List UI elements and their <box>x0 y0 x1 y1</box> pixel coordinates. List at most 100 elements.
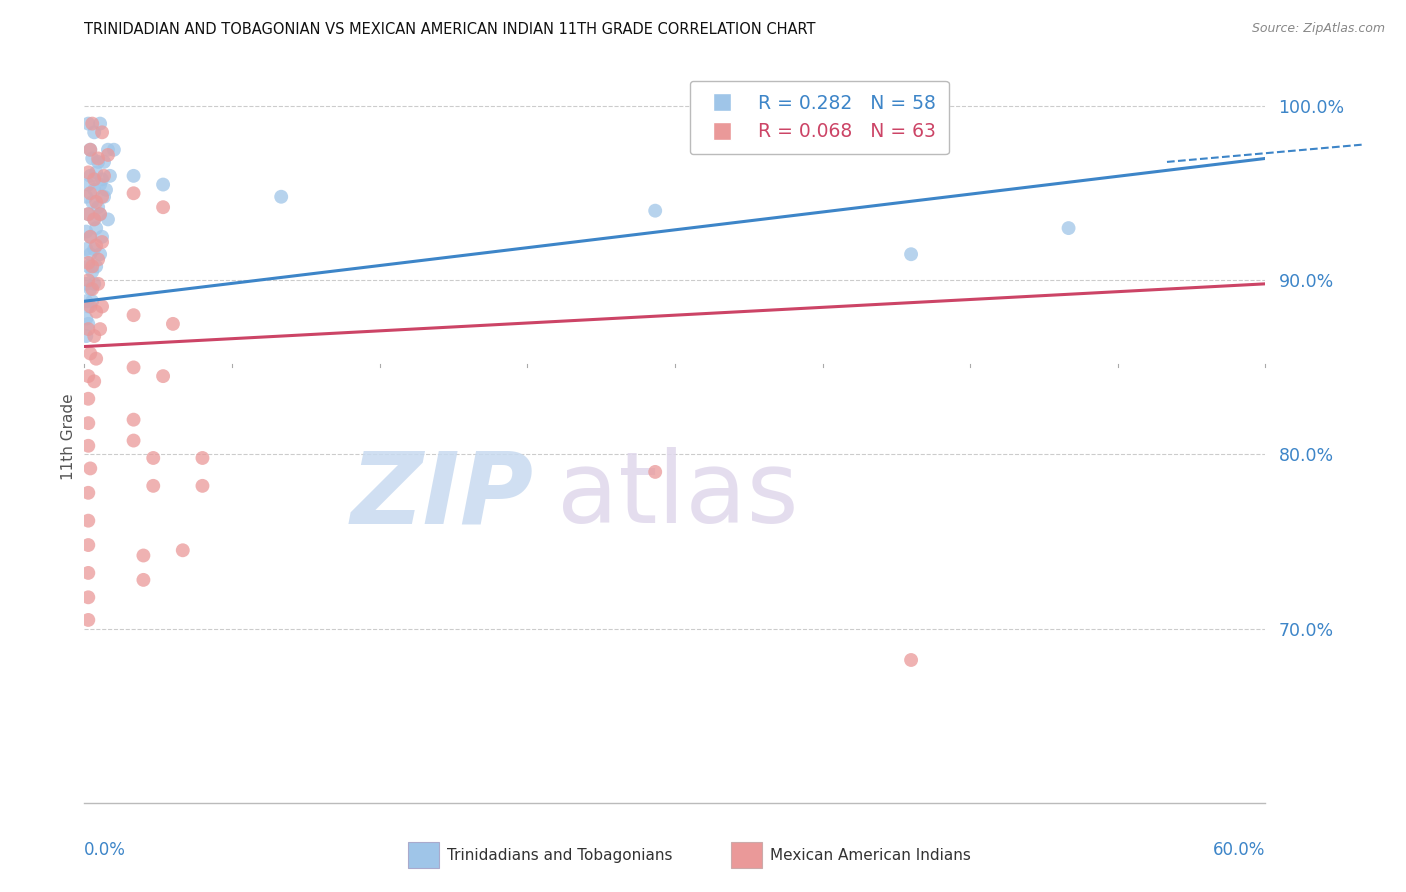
Text: 60.0%: 60.0% <box>1213 841 1265 859</box>
Point <box>82 260 104 274</box>
Point <box>77 207 100 221</box>
Point <box>97 148 120 162</box>
Point <box>77 117 100 131</box>
Point <box>77 207 100 221</box>
Point <box>79 143 101 157</box>
Point <box>91 172 114 186</box>
Point <box>122 169 145 183</box>
Point <box>77 591 100 605</box>
Y-axis label: 11th Grade: 11th Grade <box>60 393 76 481</box>
Point <box>83 277 105 291</box>
Point <box>79 143 101 157</box>
Point <box>87 277 110 291</box>
Point <box>82 282 104 296</box>
Point <box>87 155 110 169</box>
Point <box>91 300 114 314</box>
Point <box>122 412 145 426</box>
Point <box>152 369 174 384</box>
Point <box>77 256 100 270</box>
Point <box>98 169 121 183</box>
Text: ZIP: ZIP <box>350 447 533 544</box>
Point <box>83 329 105 343</box>
Point <box>89 178 111 192</box>
Point <box>132 573 155 587</box>
Point <box>79 186 101 201</box>
Point <box>142 450 165 465</box>
Point <box>77 165 100 179</box>
Point <box>97 212 120 227</box>
Point <box>75 190 97 204</box>
Point <box>83 375 105 389</box>
Point <box>152 178 174 192</box>
Point <box>122 434 145 448</box>
Point <box>79 229 101 244</box>
Text: Mexican American Indians: Mexican American Indians <box>770 847 972 863</box>
Point <box>77 439 100 453</box>
Point <box>79 282 101 296</box>
Legend:   R = 0.282   N = 58,   R = 0.068   N = 63: R = 0.282 N = 58, R = 0.068 N = 63 <box>690 81 949 154</box>
Point <box>77 273 100 287</box>
Point <box>191 450 214 465</box>
Point <box>77 322 100 336</box>
Point <box>172 543 194 558</box>
Point <box>77 538 100 552</box>
Point <box>82 265 104 279</box>
Point <box>83 125 105 139</box>
Point <box>77 369 100 384</box>
Point <box>84 165 107 179</box>
Point <box>82 117 104 131</box>
Point <box>83 212 105 227</box>
Point <box>900 247 922 261</box>
Point <box>93 169 115 183</box>
Point <box>75 225 97 239</box>
Text: atlas: atlas <box>557 447 799 544</box>
Point <box>89 207 111 221</box>
Point <box>89 207 111 221</box>
Text: Trinidadians and Tobagonians: Trinidadians and Tobagonians <box>447 847 672 863</box>
FancyBboxPatch shape <box>408 842 439 868</box>
Point <box>89 247 111 261</box>
Point <box>83 183 105 197</box>
Point <box>122 360 145 375</box>
Point <box>132 549 155 563</box>
Point <box>82 294 104 309</box>
Point <box>79 346 101 360</box>
Text: 0.0%: 0.0% <box>84 841 127 859</box>
Point <box>94 183 117 197</box>
Point <box>83 212 105 227</box>
Point <box>77 392 100 406</box>
Point <box>77 514 100 528</box>
Point <box>122 186 145 201</box>
Point <box>75 294 97 309</box>
Point <box>84 304 107 318</box>
Point <box>91 190 114 204</box>
Point <box>270 190 292 204</box>
Point <box>77 260 100 274</box>
Point <box>89 117 111 131</box>
Point <box>84 351 107 366</box>
Point <box>79 169 101 183</box>
Point <box>82 152 104 166</box>
Point <box>142 479 165 493</box>
Point <box>1057 221 1080 235</box>
Point <box>84 221 107 235</box>
Point <box>97 143 120 157</box>
Point <box>75 329 97 343</box>
Point <box>82 194 104 209</box>
Point <box>83 242 105 256</box>
Text: TRINIDADIAN AND TOBAGONIAN VS MEXICAN AMERICAN INDIAN 11TH GRADE CORRELATION CHA: TRINIDADIAN AND TOBAGONIAN VS MEXICAN AM… <box>84 22 815 37</box>
Point <box>84 238 107 252</box>
Point <box>93 155 115 169</box>
Point <box>84 194 107 209</box>
Point <box>83 172 105 186</box>
Point <box>644 203 666 218</box>
Point <box>77 416 100 430</box>
Point <box>87 152 110 166</box>
Point <box>77 485 100 500</box>
Point <box>644 465 666 479</box>
Point <box>79 247 101 261</box>
Point <box>75 311 97 326</box>
Point <box>122 308 145 322</box>
Point <box>91 229 114 244</box>
Point <box>77 300 100 314</box>
